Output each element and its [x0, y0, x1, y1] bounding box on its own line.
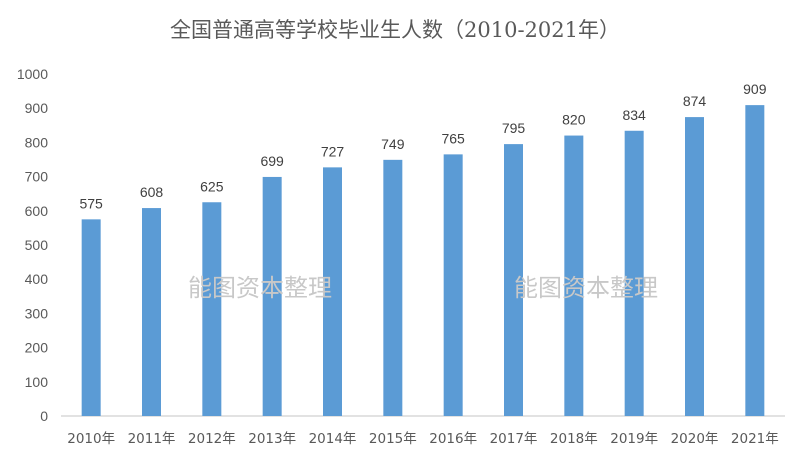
data-label: 874	[683, 93, 707, 109]
x-tick-label: 2015年	[369, 431, 417, 447]
bar	[564, 135, 584, 416]
x-tick-label: 2011年	[128, 431, 176, 447]
bar	[685, 117, 704, 416]
x-tick-label: 2013年	[248, 431, 296, 447]
bar	[443, 154, 463, 416]
x-tick-label: 2017年	[490, 431, 538, 447]
bar	[504, 144, 523, 417]
bar	[383, 159, 403, 417]
y-tick-label: 1000	[17, 66, 48, 82]
bar	[262, 176, 282, 416]
watermark: 能图资本整理	[514, 274, 658, 302]
y-tick-label: 200	[25, 340, 49, 356]
bar	[202, 202, 222, 416]
x-tick-label: 2012年	[188, 431, 236, 447]
y-tick-label: 900	[25, 100, 49, 116]
bar	[142, 208, 161, 416]
y-tick-label: 500	[25, 237, 49, 253]
bar	[81, 219, 101, 416]
x-tick-label: 2019年	[610, 431, 658, 447]
x-tick-label: 2016年	[429, 431, 477, 447]
bar	[624, 130, 644, 416]
y-tick-label: 400	[25, 271, 49, 287]
watermark: 能图资本整理	[188, 274, 332, 302]
bar	[323, 167, 342, 416]
y-tick-label: 300	[25, 305, 49, 321]
data-label: 749	[381, 136, 405, 152]
data-label: 699	[260, 153, 284, 169]
chart-title: 全国普通高等学校毕业生人数（2010-2021年）	[170, 18, 620, 42]
data-label: 765	[441, 130, 465, 146]
data-label: 575	[79, 195, 103, 211]
y-tick-label: 100	[25, 374, 49, 390]
y-tick-label: 0	[40, 408, 48, 424]
y-tick-label: 800	[25, 134, 49, 150]
x-tick-label: 2014年	[309, 431, 357, 447]
data-label: 727	[321, 143, 345, 159]
data-label: 834	[622, 107, 646, 123]
x-tick-label: 2018年	[550, 431, 598, 447]
y-tick-label: 600	[25, 203, 49, 219]
bar	[745, 105, 765, 416]
x-tick-label: 2010年	[67, 431, 115, 447]
data-label: 820	[562, 112, 586, 128]
data-label: 625	[200, 178, 224, 194]
data-label: 795	[502, 120, 526, 136]
data-label: 909	[743, 81, 767, 97]
data-label: 608	[140, 184, 164, 200]
x-tick-label: 2021年	[731, 431, 779, 447]
x-tick-label: 2020年	[671, 431, 719, 447]
y-tick-label: 700	[25, 169, 49, 185]
